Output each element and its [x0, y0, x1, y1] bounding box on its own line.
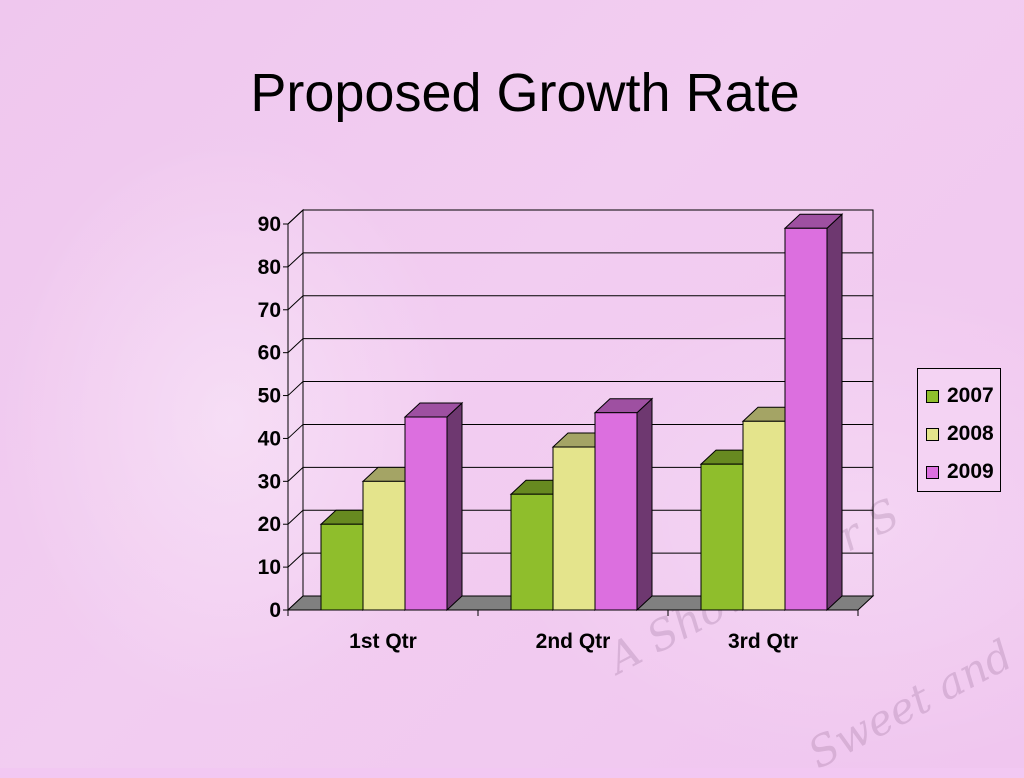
- bar-front: [784, 227, 828, 611]
- bar-front: [552, 446, 596, 611]
- chart-legend: 2007 2008 2009: [917, 368, 1001, 492]
- legend-item-2009: 2009: [918, 453, 1000, 491]
- legend-label: 2008: [947, 422, 994, 445]
- legend-swatch: [926, 389, 939, 403]
- y-tick-label: 90: [258, 213, 281, 236]
- bar-front: [742, 420, 786, 611]
- bar-side: [636, 397, 653, 612]
- bar-side: [826, 213, 843, 612]
- gridline: [287, 509, 873, 525]
- gridline: [287, 552, 873, 568]
- bar-front: [594, 412, 638, 611]
- gridline: [287, 423, 873, 439]
- legend-label: 2009: [947, 460, 994, 483]
- bar-front: [404, 416, 448, 611]
- x-tick-label: 1st Qtr: [349, 630, 417, 653]
- y-tick-label: 30: [258, 470, 281, 493]
- bar-2009-1st-qtr: [403, 401, 464, 612]
- legend-item-2007: 2007: [918, 377, 1000, 415]
- bar-front: [320, 523, 364, 611]
- plot-side-wall: [287, 208, 304, 612]
- y-tick-label: 10: [258, 556, 281, 579]
- bar-front: [700, 463, 744, 611]
- legend-label: 2007: [947, 384, 994, 407]
- legend-item-2008: 2008: [918, 415, 1000, 453]
- bar-2009-2nd-qtr: [593, 397, 654, 612]
- y-tick-label: 80: [258, 256, 281, 279]
- x-tick-label: 3rd Qtr: [728, 630, 798, 653]
- y-tick-label: 60: [258, 342, 281, 365]
- x-tick-label: 2nd Qtr: [536, 630, 611, 653]
- y-tick-label: 40: [258, 427, 281, 450]
- legend-swatch: [926, 427, 939, 441]
- y-tick-label: 0: [269, 599, 281, 622]
- bar-side: [446, 401, 463, 612]
- gridline: [287, 466, 873, 482]
- page-title: Proposed Growth Rate: [250, 63, 800, 123]
- bar-front: [510, 493, 554, 611]
- gridline: [287, 381, 873, 396]
- bar-2009-3rd-qtr: [783, 213, 844, 612]
- y-tick-label: 50: [258, 385, 281, 408]
- legend-swatch: [926, 465, 939, 479]
- y-tick-label: 70: [258, 299, 281, 322]
- y-tick-label: 20: [258, 513, 281, 536]
- gridline: [287, 252, 873, 268]
- gridline: [287, 209, 873, 225]
- gridline: [287, 338, 873, 354]
- gridline: [287, 295, 873, 311]
- bar-front: [362, 480, 406, 611]
